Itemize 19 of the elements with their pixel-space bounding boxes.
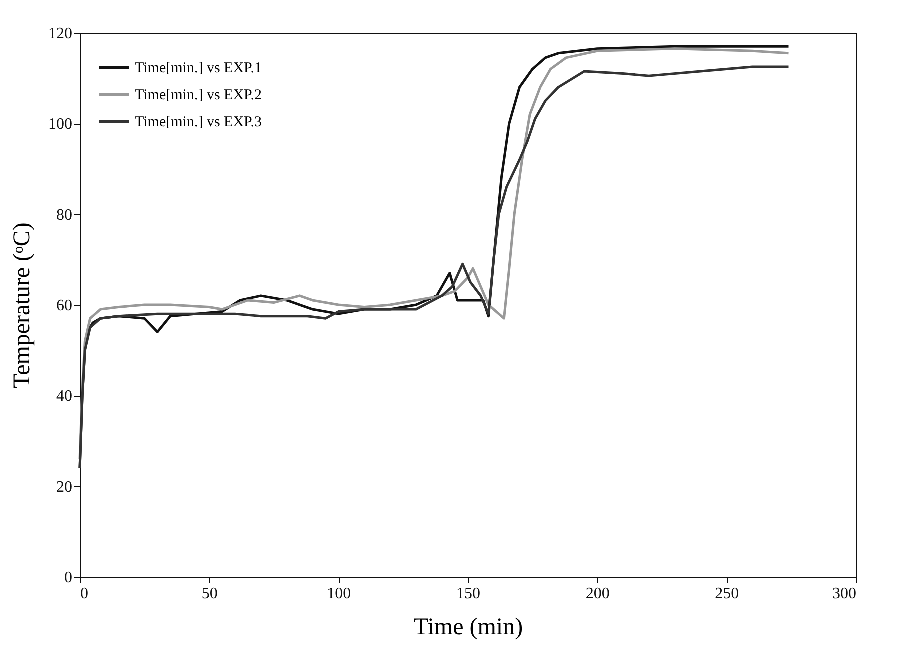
x-tick-label: 0 <box>80 586 88 602</box>
legend-label: Time[min.] vs EXP.3 <box>135 114 262 130</box>
y-tick-label: 20 <box>56 478 72 496</box>
y-tick-label: 120 <box>48 26 72 42</box>
x-tick-label: 300 <box>832 586 856 602</box>
x-axis-title: Time (min) <box>414 614 524 640</box>
y-tick-label: 40 <box>56 388 72 406</box>
y-tick-label: 80 <box>56 206 72 224</box>
y-tick-label: 100 <box>48 116 72 134</box>
y-tick-label: 60 <box>56 298 72 314</box>
y-tick-label: 0 <box>64 570 72 586</box>
x-tick-label: 200 <box>586 586 610 602</box>
x-tick-label: 150 <box>456 586 480 602</box>
y-axis-title: Temperature (ᵒC) <box>10 222 36 388</box>
legend-label: Time[min.] vs EXP.2 <box>135 88 262 104</box>
legend-label: Time[min.] vs EXP.1 <box>135 60 262 76</box>
x-tick-label: 50 <box>202 586 218 602</box>
x-tick-label: 250 <box>715 586 740 602</box>
x-tick-label: 100 <box>327 586 352 602</box>
